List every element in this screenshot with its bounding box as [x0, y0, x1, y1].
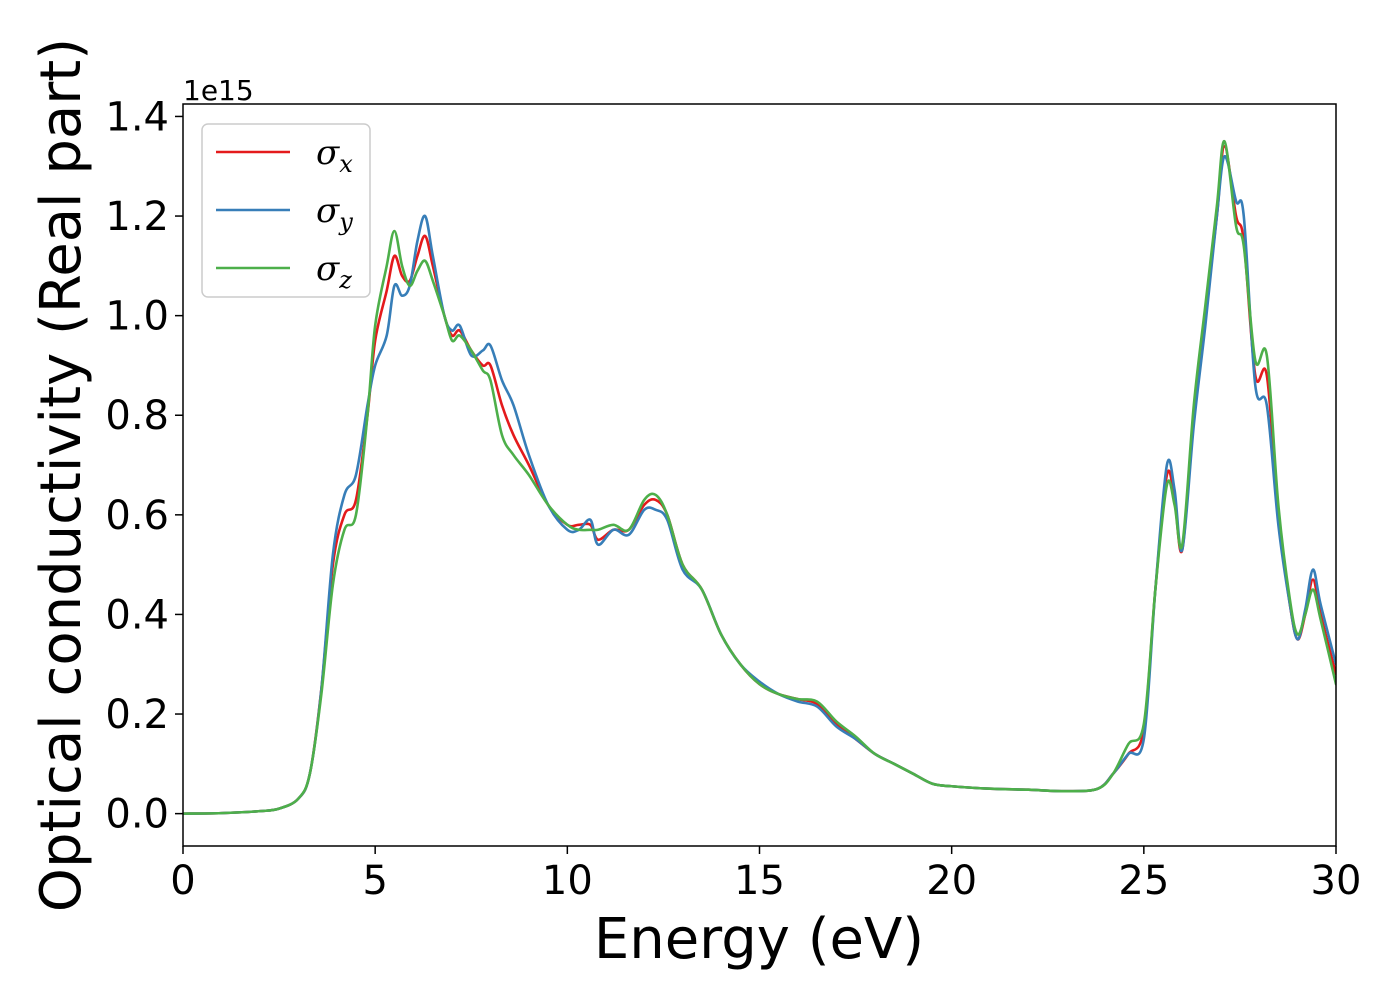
- legend-label-subscript: z: [338, 266, 352, 294]
- y-axis-label: Optical conductivity (Real part): [29, 38, 94, 912]
- series-line-sigma-z: [183, 140, 1336, 815]
- y-tick-label: 1.2: [105, 194, 169, 240]
- legend-label-sigma-y: σy: [316, 191, 353, 236]
- series-layer: [183, 140, 1336, 815]
- y-tick-label: 1.4: [105, 94, 169, 140]
- legend-label-sigma-z: σz: [316, 249, 352, 294]
- x-tick-label: 15: [734, 858, 785, 904]
- legend-label-sigma-x: σx: [316, 133, 353, 178]
- x-tick-label: 25: [1118, 858, 1169, 904]
- y-tick-label: 0.2: [105, 692, 169, 738]
- legend-label-base: σ: [316, 249, 340, 289]
- y-tick-label: 1.0: [105, 294, 169, 340]
- y-axis-ticks: 0.0 0.2 0.4 0.6 0.8 1.0 1.2 1.4: [105, 94, 183, 838]
- x-axis-ticks: 0 5 10 15 20 25 30: [170, 846, 1361, 904]
- x-tick-label: 30: [1311, 858, 1362, 904]
- x-tick-label: 5: [362, 858, 387, 904]
- y-offset-text: 1e15: [183, 74, 254, 107]
- legend-label-base: σ: [316, 133, 340, 173]
- legend-label-base: σ: [316, 191, 340, 231]
- y-tick-label: 0.0: [105, 792, 169, 838]
- legend-label-subscript: y: [338, 208, 353, 236]
- y-tick-label: 0.4: [105, 592, 169, 638]
- legend-label-subscript: x: [339, 150, 353, 178]
- x-tick-label: 0: [170, 858, 195, 904]
- y-tick-label: 0.8: [105, 393, 169, 439]
- x-tick-label: 10: [542, 858, 593, 904]
- x-tick-label: 20: [926, 858, 977, 904]
- x-axis-label: Energy (eV): [594, 907, 924, 972]
- y-tick-label: 0.6: [105, 493, 169, 539]
